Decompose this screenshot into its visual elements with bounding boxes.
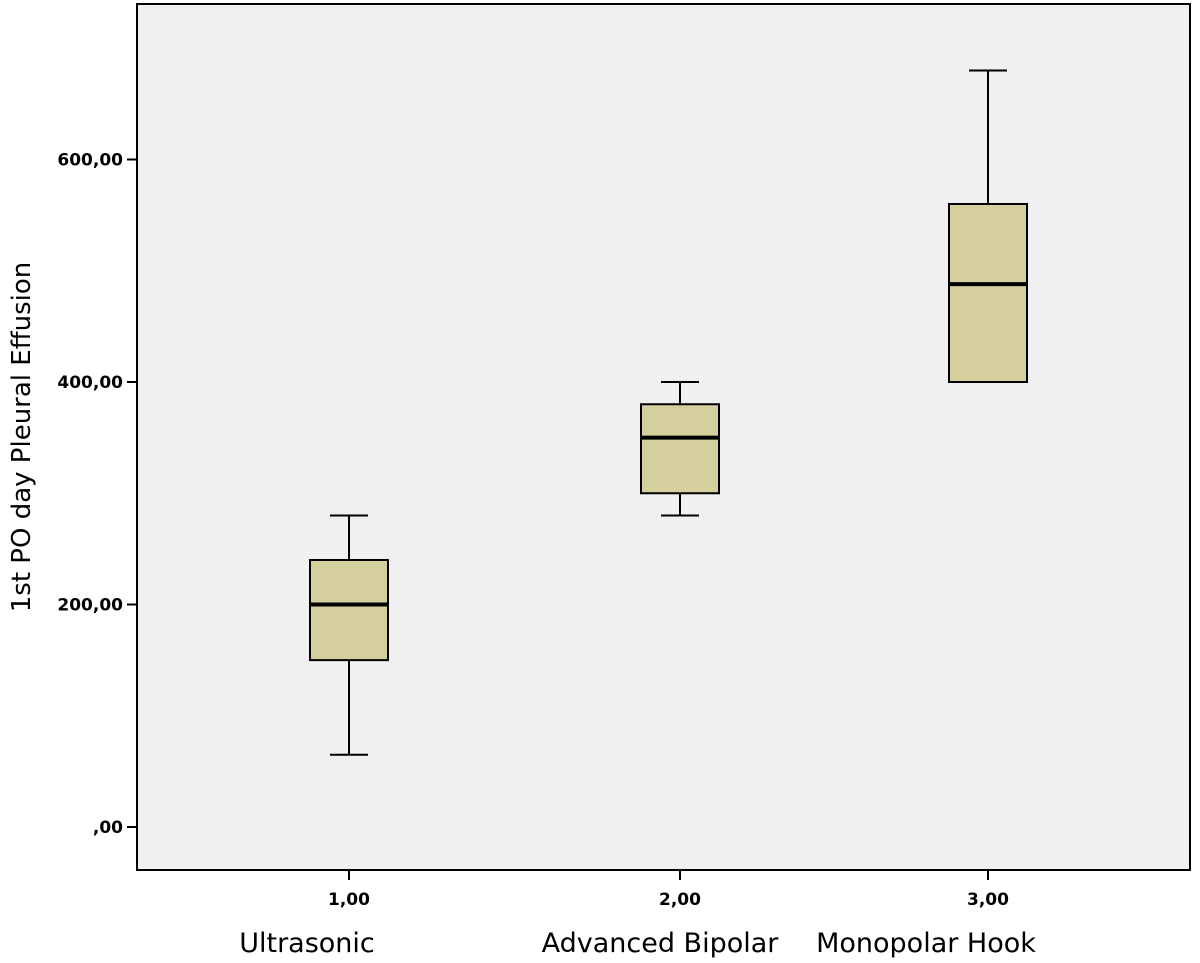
box-1 (309, 514, 389, 756)
interquartile-box (309, 559, 389, 662)
x-tick-label: 1,00 (328, 890, 370, 910)
y-axis-label: 1st PO day Pleural Effusion (7, 262, 37, 613)
interquartile-box (640, 403, 720, 495)
y-axis: ,00 200,00 400,00 600,00 (57, 151, 137, 838)
y-tick-label: 600,00 (57, 151, 123, 171)
box-2 (640, 381, 720, 517)
interquartile-box (948, 203, 1028, 383)
x-axis: 1,00 Ultrasonic 2,00 Advanced Bipolar 3,00 Mo… (239, 870, 1036, 959)
x-tick-label: 3,00 (967, 890, 1009, 910)
y-tick-label: 400,00 (57, 373, 123, 393)
box-3 (948, 69, 1028, 383)
x-tick-label: 2,00 (659, 890, 701, 910)
boxes (309, 69, 1028, 756)
y-tick-label: 200,00 (57, 596, 123, 616)
x-category-label: Advanced Bipolar (542, 928, 780, 959)
x-category-label: Monopolar Hook (816, 928, 1036, 959)
x-category-label: Ultrasonic (239, 928, 375, 959)
y-tick-label: ,00 (93, 818, 123, 838)
